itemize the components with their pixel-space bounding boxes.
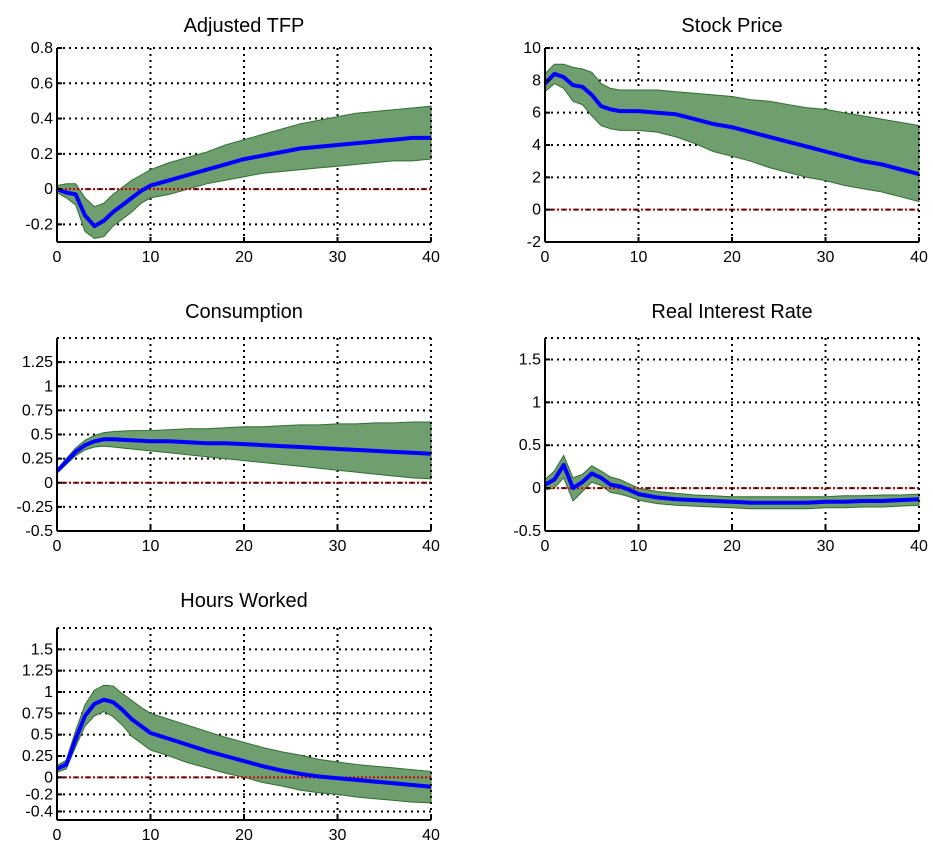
panel-title: Stock Price: [681, 15, 782, 37]
y-tick-label: -0.5: [25, 523, 53, 540]
y-tick-label: 0.75: [22, 705, 53, 722]
x-tick-label: 40: [910, 538, 928, 555]
y-tick-label: 0.75: [22, 402, 53, 419]
panel-title: Real Interest Rate: [651, 301, 812, 323]
panel-title: Adjusted TFP: [184, 15, 305, 37]
y-tick-label: 1.25: [22, 663, 53, 680]
median-response-line: [55, 437, 432, 473]
y-tick-label: 1: [532, 394, 541, 411]
y-tick-label: 0: [44, 181, 53, 198]
x-tick-label: 10: [142, 249, 160, 266]
x-tick-label: 0: [53, 827, 62, 844]
x-tick-label: 0: [541, 538, 550, 555]
y-tick-label: 1: [44, 684, 53, 701]
y-tick-label: 4: [532, 137, 541, 154]
x-tick-label: 30: [329, 538, 347, 555]
panel-2: Consumption -0.5 -0.25 0 0.25 0.5 0.75 1 1.25 0 10…: [17, 301, 440, 555]
y-tick-label: -2: [527, 234, 541, 251]
x-tick-label: 20: [235, 538, 253, 555]
y-tick-label: -0.2: [25, 786, 53, 803]
y-tick-label: 0.5: [31, 427, 53, 444]
y-tick-label: 0.25: [22, 748, 53, 765]
panel-3: Real Interest Rate-0.500.511.50 10 20 30 40: [513, 301, 928, 555]
confidence-band: [56, 421, 432, 480]
y-tick-label: 0: [532, 480, 541, 497]
x-tick-label: 40: [422, 538, 440, 555]
x-tick-label: 10: [142, 538, 160, 555]
y-tick-label: 1.5: [31, 641, 53, 658]
x-tick-label: 40: [422, 249, 440, 266]
x-tick-label: 30: [817, 249, 835, 266]
y-tick-label: 0: [44, 769, 53, 786]
y-tick-label: 1: [44, 378, 53, 395]
y-tick-label: 0.5: [519, 437, 541, 454]
y-tick-label: 8: [532, 72, 541, 89]
y-tick-label: 1.5: [519, 351, 541, 368]
y-tick-label: 0.5: [31, 727, 53, 744]
y-tick-label: 0.4: [31, 111, 53, 128]
y-tick-label: 0: [44, 475, 53, 492]
panel-title: Consumption: [185, 301, 303, 323]
y-tick-label: 6: [532, 105, 541, 122]
x-tick-label: 20: [235, 249, 253, 266]
y-tick-label: -0.5: [513, 523, 541, 540]
x-tick-label: 40: [422, 827, 440, 844]
y-tick-label: 0.2: [31, 146, 53, 163]
panel-4: Hours Worked-0.4-0.200.250.50.7511.251.5…: [22, 590, 440, 844]
x-tick-label: 10: [142, 827, 160, 844]
y-tick-label: 1.25: [22, 354, 53, 371]
y-tick-label: 0.8: [31, 40, 53, 57]
y-tick-label: 10: [523, 40, 541, 57]
y-tick-label: -0.2: [25, 216, 53, 233]
confidence-band: [56, 105, 432, 240]
x-tick-label: 0: [53, 249, 62, 266]
median-response-line: [543, 71, 920, 177]
x-tick-label: 20: [723, 249, 741, 266]
x-tick-label: 20: [235, 827, 253, 844]
y-tick-label: -0.25: [17, 499, 54, 516]
x-tick-label: 40: [910, 249, 928, 266]
x-tick-label: 30: [329, 827, 347, 844]
x-tick-label: 20: [723, 538, 741, 555]
x-tick-label: 10: [630, 538, 648, 555]
y-tick-label: 0.25: [22, 451, 53, 468]
y-tick-label: 0.6: [31, 75, 53, 92]
median-response-line: [544, 463, 920, 505]
median-response-line: [56, 697, 432, 789]
x-tick-label: 0: [541, 249, 550, 266]
x-tick-label: 10: [630, 249, 648, 266]
median-response-line: [56, 135, 431, 229]
y-tick-label: -0.4: [25, 803, 53, 820]
panel-title: Hours Worked: [180, 590, 307, 612]
x-tick-label: 30: [817, 538, 835, 555]
x-tick-label: 30: [329, 249, 347, 266]
confidence-band: [544, 63, 920, 203]
y-tick-label: 2: [532, 169, 541, 186]
panel-0: Adjusted TFP-0.200.20.40.60.80 10 20 30 40: [25, 15, 440, 266]
x-tick-label: 0: [53, 538, 62, 555]
y-tick-label: 0: [532, 202, 541, 219]
